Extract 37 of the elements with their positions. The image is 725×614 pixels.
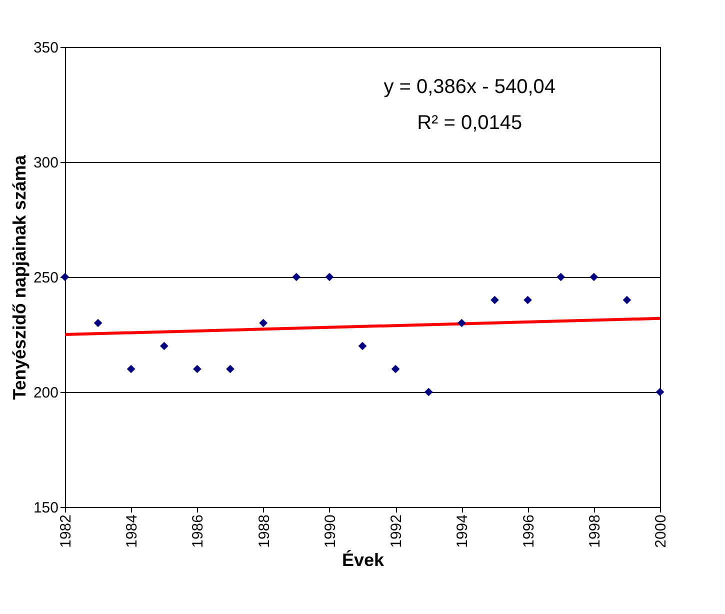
y-tick-label: 200: [33, 384, 58, 402]
x-tick-label: 1984: [124, 514, 141, 548]
x-tick-label: 1992: [388, 514, 406, 548]
point: [193, 364, 202, 374]
y-tick-label: 300: [33, 154, 58, 172]
y-tick-label: 250: [33, 270, 58, 286]
point: [457, 318, 466, 328]
point: [556, 272, 566, 282]
point: [391, 364, 400, 374]
point: [126, 364, 136, 374]
y-tick-label: 350: [33, 40, 58, 56]
annotation: y = 0,386x - 540,04: [384, 76, 556, 98]
x-tick-label: 1996: [520, 514, 538, 548]
point: [358, 342, 367, 350]
point: [490, 296, 499, 304]
point: [160, 342, 168, 350]
point: [656, 388, 664, 396]
point: [259, 318, 268, 328]
annotation: R² = 0,0145: [417, 112, 522, 134]
x-tick-label: 1982: [58, 514, 74, 548]
point: [524, 296, 532, 304]
x-tick-label: 1990: [322, 514, 339, 548]
point: [590, 272, 598, 282]
point: [292, 272, 301, 282]
x-tick-label: 1986: [190, 514, 207, 548]
point: [94, 318, 102, 328]
point: [325, 272, 334, 282]
point: [424, 388, 433, 396]
x-tick-label: 1998: [586, 514, 604, 548]
x-tick-label: 2000: [652, 514, 670, 548]
x-tick-label: 1994: [454, 514, 472, 548]
y-axis-title: Tenyészidő napjainak száma: [9, 154, 30, 400]
point: [226, 364, 234, 374]
point: [622, 296, 632, 304]
y-tick-label: 150: [33, 500, 58, 516]
x-tick-label: 1988: [256, 514, 273, 548]
x-axis-title: Évek: [342, 550, 386, 570]
